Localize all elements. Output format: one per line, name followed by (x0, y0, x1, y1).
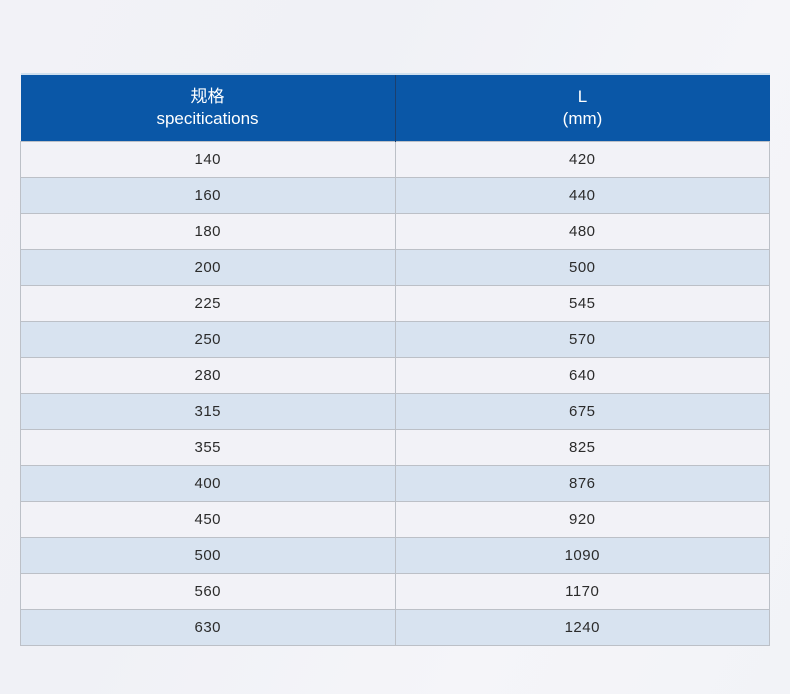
length-cell: 876 (394, 465, 770, 502)
table-row: 450 920 (20, 501, 770, 538)
length-cell: 480 (394, 213, 770, 250)
spec-cell: 250 (20, 321, 396, 358)
table-row: 355 825 (20, 429, 770, 466)
header-length-unit: (mm) (562, 109, 603, 128)
length-cell: 1090 (394, 537, 770, 574)
spec-cell: 200 (20, 249, 396, 286)
specification-table: 规格 specitications L (mm) 140 420 160 440 180… (20, 73, 770, 646)
length-cell: 570 (394, 321, 770, 358)
header-cell-length: L (mm) (394, 73, 770, 142)
table-row: 315 675 (20, 393, 770, 430)
table-row: 250 570 (20, 321, 770, 358)
table-row: 560 1170 (20, 573, 770, 610)
table-row: 280 640 (20, 357, 770, 394)
spec-cell: 500 (20, 537, 396, 574)
table-row: 180 480 (20, 213, 770, 250)
table-row: 500 1090 (20, 537, 770, 574)
spec-cell: 560 (20, 573, 396, 610)
length-cell: 500 (394, 249, 770, 286)
length-cell: 675 (394, 393, 770, 430)
table-row: 140 420 (20, 141, 770, 178)
table-row: 400 876 (20, 465, 770, 502)
spec-cell: 160 (20, 177, 396, 214)
spec-cell: 450 (20, 501, 396, 538)
spec-cell: 400 (20, 465, 396, 502)
table-header-row: 规格 specitications L (mm) (20, 73, 770, 142)
spec-cell: 180 (20, 213, 396, 250)
spec-cell: 140 (20, 141, 396, 178)
spec-cell: 280 (20, 357, 396, 394)
spec-cell: 225 (20, 285, 396, 322)
spec-cell: 355 (20, 429, 396, 466)
length-cell: 420 (394, 141, 770, 178)
table-header: 规格 specitications L (mm) (20, 73, 770, 142)
table-row: 200 500 (20, 249, 770, 286)
specification-table-container: 规格 specitications L (mm) 140 420 160 440 180… (20, 73, 770, 646)
spec-cell: 315 (20, 393, 396, 430)
length-cell: 1170 (394, 573, 770, 610)
header-specifications-en: specitications (156, 109, 259, 128)
header-specifications-cn: 规格 (190, 87, 225, 106)
length-cell: 640 (394, 357, 770, 394)
length-cell: 1240 (394, 609, 770, 646)
length-cell: 825 (394, 429, 770, 466)
table-row: 160 440 (20, 177, 770, 214)
table-row: 630 1240 (20, 609, 770, 646)
spec-cell: 630 (20, 609, 396, 646)
length-cell: 440 (394, 177, 770, 214)
table-row: 225 545 (20, 285, 770, 322)
length-cell: 545 (394, 285, 770, 322)
table-body: 140 420 160 440 180 480 200 500 225 545 250 570 280 6… (20, 141, 770, 646)
length-cell: 920 (394, 501, 770, 538)
header-cell-specifications: 规格 specitications (20, 73, 395, 142)
header-length-symbol: L (577, 87, 588, 106)
